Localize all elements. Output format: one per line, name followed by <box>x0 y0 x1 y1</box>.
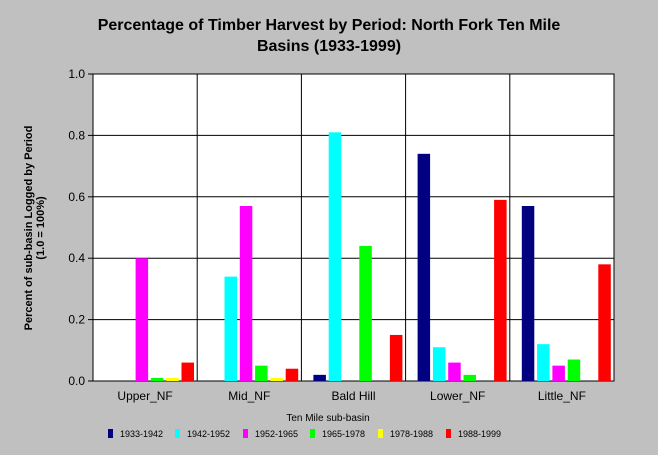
x-axis-ticks: Upper_NF Mid_NF Bald Hill Lower_NF Little_NF <box>117 389 585 403</box>
bars-group <box>135 132 611 381</box>
bar <box>270 377 283 381</box>
y-tick-label: 1.0 <box>68 67 85 81</box>
bar <box>285 368 299 381</box>
y-axis-label-line-2: (1.0 = 100%) <box>35 196 47 260</box>
legend-label: 1933-1942 <box>120 429 163 439</box>
legend-label: 1965-1978 <box>322 429 365 439</box>
bar <box>417 153 431 381</box>
bar <box>135 258 149 381</box>
legend-label: 1978-1988 <box>390 429 433 439</box>
bar <box>224 276 237 381</box>
bar <box>255 365 268 381</box>
y-tick-label: 0.4 <box>68 251 85 265</box>
x-tick-label: Little_NF <box>538 389 586 403</box>
legend-swatch <box>446 429 451 438</box>
x-tick-label: Bald Hill <box>331 389 375 403</box>
bar <box>463 374 476 381</box>
bar <box>567 359 581 381</box>
plot-area <box>92 73 615 382</box>
x-tick-label: Lower_NF <box>430 389 485 403</box>
bar <box>494 199 507 381</box>
legend: 1933-1942 1942-1952 1952-1965 1965-1978 1978… <box>108 429 501 439</box>
bar <box>448 362 461 381</box>
y-tick-label: 0.0 <box>68 374 85 388</box>
x-tick-label: Mid_NF <box>228 389 270 403</box>
y-axis-ticks: 0.0 0.2 0.4 0.6 0.8 1.0 <box>68 67 93 388</box>
y-tick-label: 0.2 <box>68 313 85 327</box>
bar <box>166 377 179 381</box>
bar <box>239 206 253 381</box>
legend-label: 1952-1965 <box>255 429 298 439</box>
legend-swatch <box>175 429 180 438</box>
bar <box>181 362 194 381</box>
y-tick-label: 0.6 <box>68 190 85 204</box>
x-tick-label: Upper_NF <box>117 389 172 403</box>
bar <box>389 334 403 381</box>
bar <box>552 365 565 381</box>
bar <box>432 347 446 381</box>
legend-swatch <box>243 429 248 438</box>
y-tick-label: 0.8 <box>68 128 85 142</box>
bar <box>328 132 342 381</box>
x-axis-label: Ten Mile sub-basin <box>286 413 369 424</box>
bar <box>598 264 611 381</box>
legend-swatch <box>378 429 383 438</box>
bar <box>359 245 372 381</box>
chart-title-line-1: Percentage of Timber Harvest by Period: … <box>98 17 561 34</box>
legend-swatch <box>108 429 113 438</box>
bar <box>313 374 326 381</box>
bar <box>150 377 164 381</box>
bar <box>521 206 535 381</box>
chart-title-line-2: Basins (1933-1999) <box>257 38 401 55</box>
legend-swatch <box>310 429 315 438</box>
y-axis-label-line-1: Percent of sub-basin Logged by Period <box>23 126 35 331</box>
bar <box>537 344 550 381</box>
legend-label: 1988-1999 <box>458 429 501 439</box>
legend-label: 1942-1952 <box>187 429 230 439</box>
